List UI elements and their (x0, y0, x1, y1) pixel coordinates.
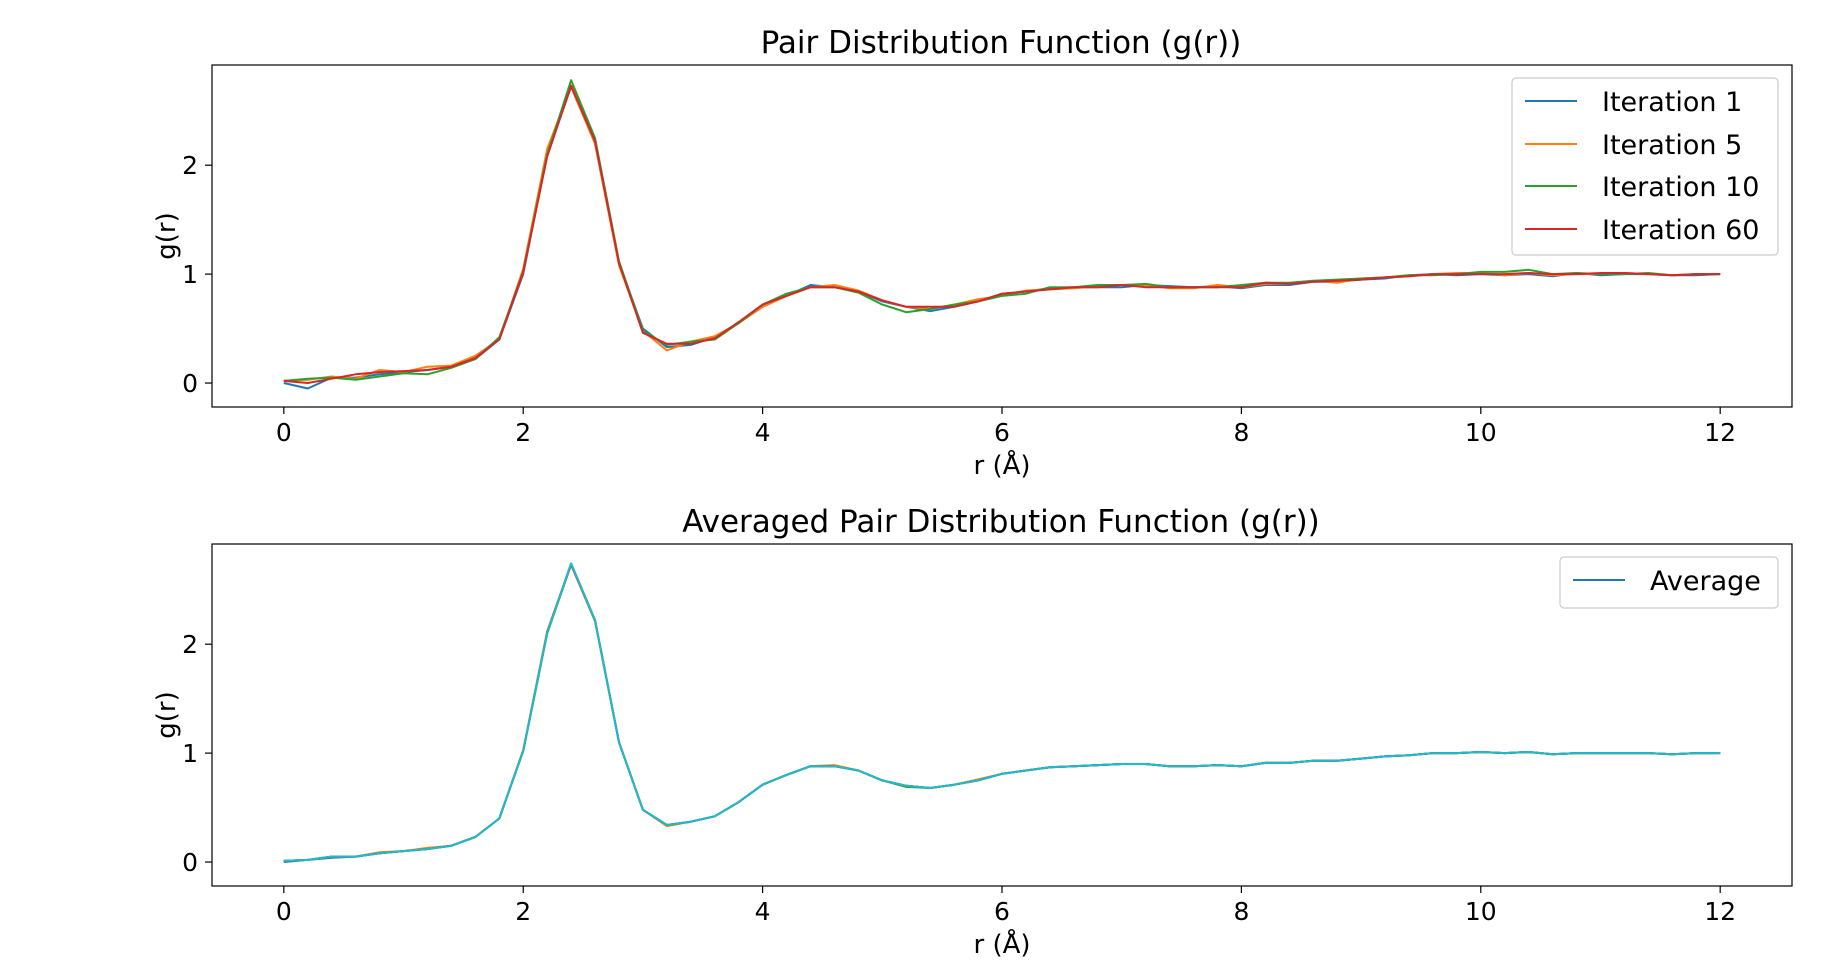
y-tick-label: 1 (182, 260, 198, 289)
x-tick-label: 10 (1465, 897, 1497, 926)
series-line (283, 85, 1721, 390)
legend-label: Iteration 10 (1602, 172, 1759, 203)
chart-pdf-average: Averaged Pair Distribution Function (g(r… (152, 504, 1793, 960)
y-tick-label: 1 (182, 739, 198, 768)
x-tick-label: 6 (994, 897, 1010, 926)
x-tick-label: 8 (1233, 418, 1249, 447)
y-tick-label: 2 (182, 630, 198, 659)
x-axis-ticks: 0 2 4 6 8 10 12 (276, 407, 1736, 447)
x-tick-label: 8 (1233, 897, 1249, 926)
y-tick-label: 2 (182, 151, 198, 180)
x-axis-label: r (Å) (973, 449, 1030, 481)
x-tick-label: 2 (515, 897, 531, 926)
series-lines (283, 562, 1721, 863)
x-tick-label: 10 (1465, 418, 1497, 447)
x-tick-label: 4 (755, 418, 771, 447)
legend-box (1511, 77, 1779, 256)
y-tick-label: 0 (182, 369, 198, 398)
x-axis-label: r (Å) (973, 928, 1030, 960)
chart-title: Pair Distribution Function (g(r)) (761, 25, 1242, 61)
x-tick-label: 0 (276, 897, 292, 926)
x-tick-label: 4 (755, 897, 771, 926)
legend-label: Iteration 60 (1602, 215, 1759, 246)
chart-pdf-iterations: Pair Distribution Function (g(r)) 0 2 4 6 8 1… (152, 25, 1793, 481)
legend-box (1559, 556, 1779, 609)
legend: Iteration 1 Iteration 5 Iteration 10 Ite… (1511, 77, 1779, 256)
legend-label: Iteration 1 (1602, 87, 1742, 118)
y-axis-label: g(r) (152, 691, 182, 738)
series-lines (283, 79, 1721, 390)
series-line (283, 84, 1721, 384)
y-tick-label: 0 (182, 848, 198, 877)
y-axis-ticks: 0 1 2 (182, 151, 212, 398)
x-axis-ticks: 0 2 4 6 8 10 12 (276, 886, 1736, 926)
x-tick-label: 12 (1704, 897, 1736, 926)
x-tick-label: 6 (994, 418, 1010, 447)
x-tick-label: 12 (1704, 418, 1736, 447)
legend: Average (1559, 556, 1779, 609)
series-line (283, 562, 1721, 862)
y-axis-label: g(r) (152, 212, 182, 259)
chart-title: Averaged Pair Distribution Function (g(r… (682, 504, 1320, 540)
x-tick-label: 2 (515, 418, 531, 447)
y-axis-ticks: 0 1 2 (182, 630, 212, 877)
series-line (283, 79, 1721, 382)
legend-label: Average (1650, 566, 1761, 597)
legend-label: Iteration 5 (1602, 130, 1742, 161)
x-tick-label: 0 (276, 418, 292, 447)
plot-frame (211, 543, 1793, 887)
